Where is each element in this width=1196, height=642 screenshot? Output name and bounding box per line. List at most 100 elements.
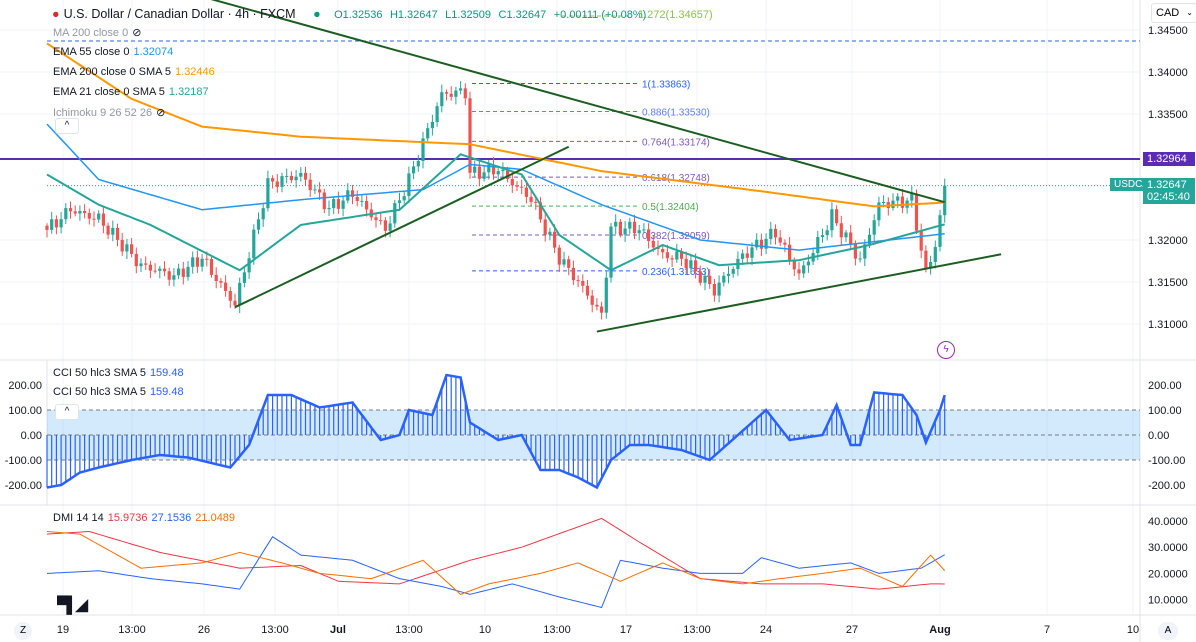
fib-level-label: 0.764(1.33174) — [642, 137, 710, 148]
candle-body — [914, 193, 919, 231]
candle-body — [792, 260, 796, 270]
candle-body — [350, 190, 355, 197]
fib-level-label: 0.5(1.32404) — [642, 202, 699, 213]
candle-body — [205, 258, 209, 260]
cci-legend-1[interactable]: CCI 50 hlc3 SMA 5 159.48 — [53, 367, 188, 379]
candle-body — [731, 269, 735, 274]
dmi-tick: 30.0000 — [1148, 542, 1188, 554]
price-tick: 1.31500 — [1148, 277, 1188, 289]
indicator-legend-item[interactable]: EMA 200 close 0 SMA 5 1.32446 — [53, 66, 219, 78]
flag-icon: ● — [52, 7, 60, 21]
candle-body — [708, 275, 712, 284]
price-tick: 1.32000 — [1148, 235, 1188, 247]
candle-body — [933, 246, 937, 262]
candle-body — [50, 219, 54, 230]
candle-body — [595, 304, 599, 307]
candle-body — [628, 221, 632, 229]
indicator-legend-item[interactable]: EMA 21 close 0 SMA 5 1.32187 — [53, 86, 213, 98]
candle-body — [604, 277, 608, 313]
candle-body — [642, 229, 646, 231]
candle-body — [130, 244, 134, 254]
candle-body — [397, 200, 402, 204]
candle-body — [440, 92, 444, 107]
price-tick: 1.33500 — [1148, 109, 1188, 121]
indicator-legend-item[interactable]: EMA 55 close 0 1.32074 — [53, 46, 177, 58]
candle-body — [271, 178, 275, 182]
candle-body — [722, 275, 726, 283]
cci-value: 159.48 — [149, 367, 184, 379]
fib-level-label: 1(1.33863) — [642, 80, 690, 91]
collapse-cci-legend-button[interactable]: ^ — [55, 404, 79, 420]
candle-body — [670, 258, 674, 260]
candle-body — [172, 275, 176, 280]
candle-body — [393, 203, 397, 224]
candle-body — [534, 201, 538, 203]
eye-off-icon[interactable]: ⊘ — [132, 27, 142, 39]
lightning-alert-icon[interactable]: ϟ — [937, 341, 955, 359]
candle-body — [487, 164, 491, 173]
candle-body — [280, 176, 284, 187]
indicator-legend-item[interactable]: Ichimoku 9 26 52 26 ⊘ — [53, 106, 169, 119]
plus-di-line — [46, 536, 945, 609]
ohlc-change: +0.00111 (+0.08%) — [553, 9, 647, 21]
candle-body — [900, 196, 904, 208]
dmi-tick: 40.0000 — [1148, 516, 1188, 528]
candle-body — [449, 93, 453, 97]
candle-body — [581, 280, 585, 286]
time-tick: Jul — [330, 624, 346, 636]
bar-countdown: 02:45:40 — [1147, 191, 1190, 203]
fib-level-label: 0.382(1.32059) — [642, 231, 710, 242]
zoom-reset-button[interactable]: Z — [14, 622, 32, 640]
candle-body — [430, 121, 434, 129]
candle-body — [571, 267, 575, 281]
candle-body — [200, 258, 204, 267]
candle-body — [896, 196, 900, 201]
indicator-legend-item[interactable]: MA 200 close 0 ⊘ — [53, 26, 145, 39]
candle-body — [515, 185, 519, 187]
candle-body — [313, 189, 317, 191]
candle-body — [929, 261, 933, 269]
candle-body — [336, 199, 340, 209]
candle-body — [365, 200, 369, 210]
candle-body — [529, 196, 533, 202]
candle-body — [158, 268, 162, 271]
candle-body — [125, 244, 129, 252]
candle-body — [153, 270, 157, 272]
candle-body — [745, 253, 749, 258]
candle-body — [717, 282, 721, 296]
candle-body — [59, 219, 63, 228]
time-tick: 13:00 — [395, 624, 423, 636]
adx-value: 15.9736 — [107, 512, 148, 524]
trendline — [596, 253, 1002, 333]
candle-body — [294, 176, 298, 181]
ohlc-low: L1.32509 — [445, 9, 492, 21]
currency-dropdown[interactable]: CAD ⌄ — [1151, 3, 1196, 23]
candle-body — [618, 221, 622, 235]
candle-body — [444, 92, 449, 94]
candle-body — [87, 213, 91, 219]
candle-body — [238, 282, 242, 306]
ema21-line — [46, 153, 945, 272]
candle-body — [679, 251, 684, 259]
candle-body — [134, 253, 138, 267]
candle-body — [788, 244, 792, 261]
candle-body — [54, 219, 58, 228]
candle-body — [689, 260, 693, 269]
dmi-legend[interactable]: DMI 14 14 15.9736 27.1536 21.0489 — [53, 512, 239, 524]
candle-body — [853, 244, 857, 259]
collapse-legend-button[interactable]: ^ — [55, 118, 79, 134]
candle-body — [609, 226, 613, 278]
candle-body — [303, 172, 308, 180]
cci-tick: 200.00 — [1148, 380, 1182, 392]
eye-off-icon[interactable]: ⊘ — [156, 107, 166, 119]
candle-body — [882, 201, 886, 203]
candle-body — [191, 257, 195, 267]
auto-scale-button[interactable]: A — [1158, 622, 1178, 640]
cci-legend-2[interactable]: CCI 50 hlc3 SMA 5 159.48 — [53, 386, 188, 398]
symbol-legend[interactable]: ● U.S. Dollar / Canadian Dollar · 4h · FX… — [52, 7, 650, 21]
candle-body — [266, 178, 270, 209]
candle-body — [816, 236, 820, 254]
candle-body — [402, 196, 406, 201]
cci-tick: -200.00 — [5, 480, 42, 492]
